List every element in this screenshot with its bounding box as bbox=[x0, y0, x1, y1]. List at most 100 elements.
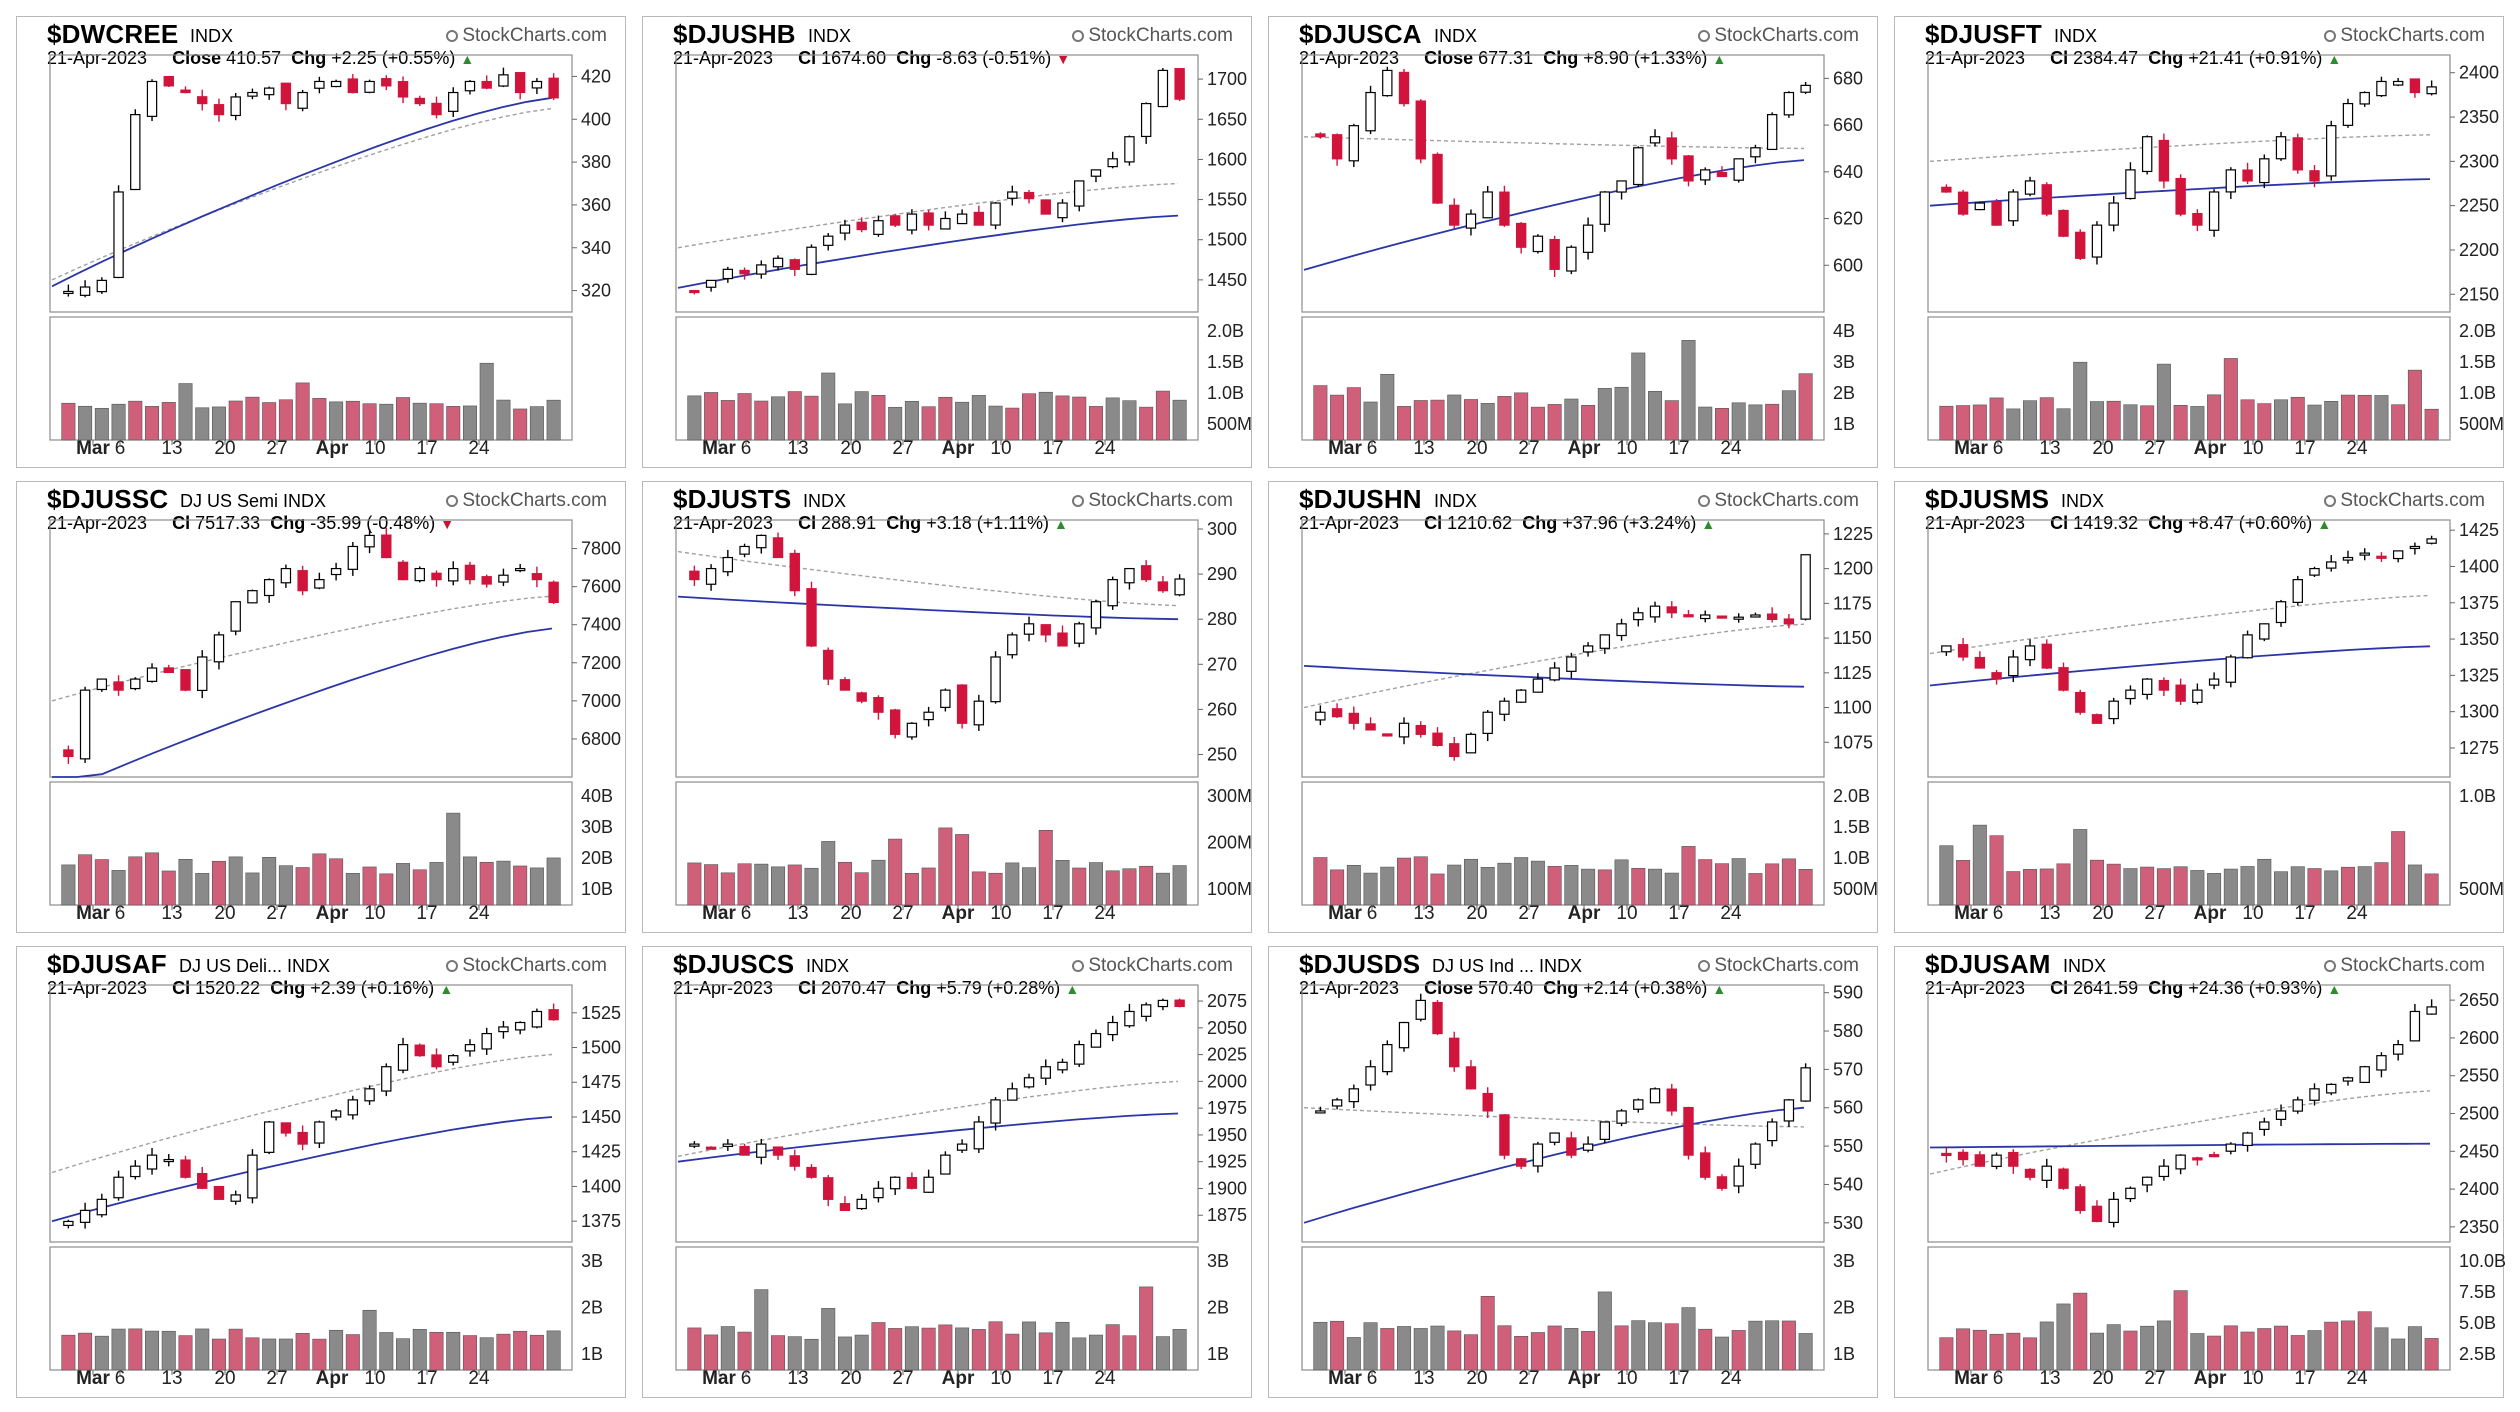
volume-bar bbox=[1463, 399, 1478, 441]
volume-bar bbox=[2357, 1311, 2372, 1371]
volume-bar bbox=[412, 1329, 427, 1371]
volume-bar bbox=[888, 1328, 903, 1371]
volume-bar bbox=[2274, 871, 2289, 906]
volume-bar bbox=[2006, 871, 2021, 906]
candle-body bbox=[2225, 656, 2237, 683]
volume-tick-label: 2.5B bbox=[2459, 1344, 2496, 1364]
chart-panel[interactable]: $DJUSDS DJ US Ind ... INDX StockCharts.com… bbox=[1268, 946, 1878, 1398]
volume-bar bbox=[429, 862, 444, 906]
chart-svg[interactable]: 1425 1400 1375 1350 1325 1300 1275 Mar 6 13 20 27 Ap… bbox=[1895, 482, 2505, 934]
candle-body bbox=[364, 80, 375, 93]
close-label: Cl bbox=[2050, 978, 2069, 998]
volume-tick-label: 2B bbox=[581, 1298, 603, 1318]
y-tick-label: 1600 bbox=[1207, 149, 1247, 169]
ticker-symbol[interactable]: $DJUSFT bbox=[1925, 19, 2042, 49]
quote-date: 21-Apr-2023 bbox=[673, 48, 774, 68]
volume-bar bbox=[2257, 403, 2272, 441]
chart-svg[interactable]: 1700 1650 1600 1550 1500 1450 Mar 6 13 20 27 Apr 10 1… bbox=[643, 17, 1253, 469]
x-tick-label: 20 bbox=[840, 903, 861, 924]
x-tick-label: 13 bbox=[161, 903, 182, 924]
chart-panel[interactable]: $DJUSTS INDX StockCharts.com 21-Apr-2023 Cl… bbox=[642, 481, 1252, 933]
ticker-symbol[interactable]: $DWCREE bbox=[47, 19, 179, 49]
volume-bar bbox=[904, 873, 919, 906]
chg-value: +8.47 (+0.60%) bbox=[2188, 513, 2313, 533]
candle-body bbox=[464, 564, 476, 581]
candle-body bbox=[2376, 80, 2387, 97]
chart-svg[interactable]: 420 400 380 360 340 320 Mar 6 13 20 27 Apr 10 17 24 bbox=[17, 17, 627, 469]
y-tick-label: 1375 bbox=[581, 1211, 621, 1231]
chart-panel[interactable]: $DWCREE INDX StockCharts.com 21-Apr-2023 Cl… bbox=[16, 16, 626, 468]
ticker-symbol[interactable]: $DJUSAF bbox=[47, 949, 167, 979]
y-tick-label: 1700 bbox=[1207, 69, 1247, 89]
chart-svg[interactable]: 1225 1200 1175 1150 1125 1100 1075 Mar 6 13 20 27 Ap… bbox=[1269, 482, 1879, 934]
quote-date: 21-Apr-2023 bbox=[1925, 513, 2026, 533]
ticker-symbol[interactable]: $DJUSCA bbox=[1299, 19, 1422, 49]
volume-bar bbox=[178, 383, 193, 441]
sma-slow-line bbox=[51, 96, 553, 288]
chart-svg[interactable]: 2400 2350 2300 2250 2200 2150 Mar 6 13 20 27 Apr 10 1… bbox=[1895, 17, 2505, 469]
volume-bar bbox=[888, 406, 903, 441]
chart-svg[interactable]: 300 290 280 270 260 250 Mar 6 13 20 27 Apr 10 17 24 300… bbox=[643, 482, 1253, 934]
chart-svg[interactable]: 2650 2600 2550 2500 2450 2400 2350 Mar 6 13 20 27 Ap… bbox=[1895, 947, 2505, 1399]
candle-body bbox=[263, 1121, 275, 1153]
chart-svg[interactable]: 7800 7600 7400 7200 7000 6800 Mar 6 13 20 27 Apr 10 1… bbox=[17, 482, 627, 934]
ticker-symbol[interactable]: $DJUSAM bbox=[1925, 949, 2051, 979]
volume-bar bbox=[262, 857, 277, 906]
ticker-symbol[interactable]: $DJUSHN bbox=[1299, 484, 1422, 514]
candle-body bbox=[364, 534, 375, 548]
chart-panel[interactable]: $DJUSCA INDX StockCharts.com 21-Apr-2023 Cl… bbox=[1268, 16, 1878, 468]
volume-bar bbox=[2207, 1335, 2222, 1371]
chart-panel[interactable]: $DJUSCS INDX StockCharts.com 21-Apr-2023 Cl… bbox=[642, 946, 1252, 1398]
candle-body bbox=[940, 217, 951, 230]
volume-bar bbox=[78, 1332, 93, 1371]
candle-body bbox=[1449, 204, 1460, 226]
x-tick-label: 6 bbox=[115, 903, 126, 924]
volume-bar bbox=[1005, 862, 1020, 906]
candle-body bbox=[1157, 69, 1169, 108]
quote-line: 21-Apr-2023 Cl 2070.47 Chg +5.79 (+0.28%… bbox=[673, 978, 1079, 999]
volume-bar bbox=[2039, 397, 2054, 441]
y-tick-label: 2350 bbox=[2459, 1217, 2499, 1237]
chart-svg[interactable]: 590 580 570 560 550 540 530 Mar 6 13 20 27 Apr 10 17 24… bbox=[1269, 947, 1879, 1399]
candle-body bbox=[548, 1009, 559, 1021]
ticker-symbol[interactable]: $DJUSTS bbox=[673, 484, 792, 514]
volume-bar bbox=[1072, 396, 1087, 441]
candle-body bbox=[1766, 1121, 1778, 1142]
volume-bar bbox=[1363, 1322, 1378, 1371]
candle-body bbox=[1023, 623, 1035, 635]
ticker-symbol[interactable]: $DJUSSC bbox=[47, 484, 169, 514]
chart-panel[interactable]: $DJUSAF DJ US Deli... INDX StockCharts.com… bbox=[16, 946, 626, 1398]
candle-body bbox=[1532, 678, 1544, 693]
ticker-symbol[interactable]: $DJUSHB bbox=[673, 19, 796, 49]
volume-bar bbox=[1597, 869, 1612, 906]
volume-bar bbox=[78, 405, 93, 441]
ticker-symbol[interactable]: $DJUSCS bbox=[673, 949, 795, 979]
candle-body bbox=[705, 279, 717, 288]
sma-fast-line bbox=[1303, 136, 1805, 150]
ticker-symbol[interactable]: $DJUSMS bbox=[1925, 484, 2050, 514]
candle-body bbox=[2292, 137, 2303, 171]
quote-date: 21-Apr-2023 bbox=[47, 48, 148, 68]
ticker-symbol[interactable]: $DJUSDS bbox=[1299, 949, 1421, 979]
chart-panel[interactable]: $DJUSHB INDX StockCharts.com 21-Apr-2023 Cl… bbox=[642, 16, 1252, 468]
brand-label: StockCharts.com bbox=[446, 25, 607, 47]
chart-svg[interactable]: 680 660 640 620 600 Mar 6 13 20 27 Apr 10 17 24 4B 3B 2B… bbox=[1269, 17, 1879, 469]
chart-panel[interactable]: $DJUSAM INDX StockCharts.com 21-Apr-2023 Cl… bbox=[1894, 946, 2505, 1399]
chart-svg[interactable]: 2075 2050 2025 2000 1975 1950 1925 1900 1875 Mar 6… bbox=[643, 947, 1253, 1399]
close-label: Cl bbox=[798, 513, 817, 533]
volume-bar bbox=[837, 403, 852, 441]
chart-svg[interactable]: 1525 1500 1475 1450 1425 1400 1375 Mar 6 13 20 27 Ap… bbox=[17, 947, 627, 1399]
volume-bar bbox=[2240, 1331, 2255, 1371]
candle-body bbox=[1124, 136, 1135, 163]
chart-panel[interactable]: $DJUSHN INDX StockCharts.com 21-Apr-2023 Cl… bbox=[1268, 481, 1878, 933]
chart-panel[interactable]: $DJUSSC DJ US Semi INDX StockCharts.com 21-… bbox=[16, 481, 626, 933]
chart-panel[interactable]: $DJUSMS INDX StockCharts.com 21-Apr-2023 Cl… bbox=[1894, 481, 2504, 933]
candle-body bbox=[1750, 614, 1761, 618]
volume-bar bbox=[687, 1327, 702, 1371]
chg-label: Chg bbox=[2148, 978, 2184, 998]
candle-body bbox=[1007, 191, 1018, 199]
volume-bar bbox=[2340, 394, 2355, 441]
volume-bar bbox=[737, 1331, 752, 1371]
chart-panel[interactable]: $DJUSFT INDX StockCharts.com 21-Apr-2023 Cl… bbox=[1894, 16, 2504, 468]
x-tick-label: 6 bbox=[1993, 1368, 2004, 1389]
